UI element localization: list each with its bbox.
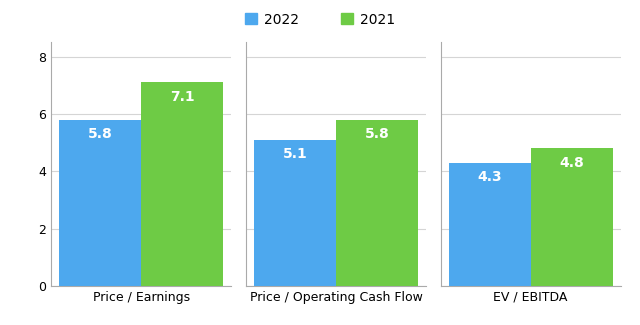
- Text: 4.8: 4.8: [559, 156, 584, 170]
- Text: 5.1: 5.1: [283, 147, 307, 161]
- Bar: [254, 140, 336, 286]
- Text: 4.3: 4.3: [477, 170, 502, 184]
- Bar: [531, 148, 612, 286]
- Bar: [449, 163, 531, 286]
- Bar: [141, 83, 223, 286]
- Bar: [336, 120, 418, 286]
- Text: 7.1: 7.1: [170, 90, 195, 104]
- Bar: [60, 120, 141, 286]
- Text: 5.8: 5.8: [88, 127, 113, 141]
- Text: 5.8: 5.8: [365, 127, 389, 141]
- Legend: 2022, 2021: 2022, 2021: [239, 7, 401, 32]
